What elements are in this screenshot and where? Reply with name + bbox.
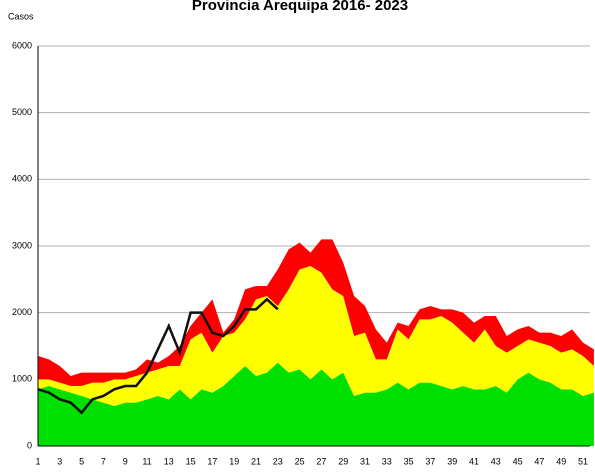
x-tick-label: 7 (101, 456, 106, 466)
area (38, 239, 594, 386)
x-tick-label: 25 (295, 456, 305, 466)
x-tick-label: 1 (35, 456, 40, 466)
y-tick-label: 3000 (12, 240, 32, 250)
y-tick-label: 1000 (12, 374, 32, 384)
x-tick-label: 35 (404, 456, 414, 466)
x-tick-label: 51 (578, 456, 588, 466)
area (38, 362, 594, 446)
x-tick-label: 17 (207, 456, 217, 466)
x-tick-label: 3 (57, 456, 62, 466)
x-tick-label: 21 (251, 456, 261, 466)
x-tick-label: 37 (425, 456, 435, 466)
x-tick-label: 33 (382, 456, 392, 466)
y-tick-label: 4000 (12, 174, 32, 184)
y-tick-label: 6000 (12, 40, 32, 50)
x-tick-label: 23 (273, 456, 283, 466)
x-tick-label: 29 (338, 456, 348, 466)
x-tick-label: 31 (360, 456, 370, 466)
area (38, 266, 594, 406)
chart-title: Provincia Arequipa 2016- 2023 (192, 0, 408, 14)
x-tick-label: 13 (164, 456, 174, 466)
x-tick-label: 19 (229, 456, 239, 466)
line (37, 297, 279, 415)
x-tick-label: 39 (447, 456, 457, 466)
x-tick-label: 11 (142, 456, 151, 466)
x-tick-label: 9 (123, 456, 128, 466)
y-tick-label: 5000 (12, 107, 32, 117)
x-tick-label: 41 (469, 456, 479, 466)
x-tick-label: 49 (556, 456, 566, 466)
y-tick-label: 0 (27, 440, 32, 450)
x-tick-label: 27 (316, 456, 326, 466)
x-tick-label: 45 (513, 456, 523, 466)
x-tick-label: 15 (186, 456, 196, 466)
y-axis-label: Casos (8, 11, 34, 21)
x-tick-label: 5 (79, 456, 84, 466)
x-tick-label: 47 (534, 456, 544, 466)
y-tick-label: 2000 (12, 307, 32, 317)
x-tick-label: 43 (491, 456, 501, 466)
